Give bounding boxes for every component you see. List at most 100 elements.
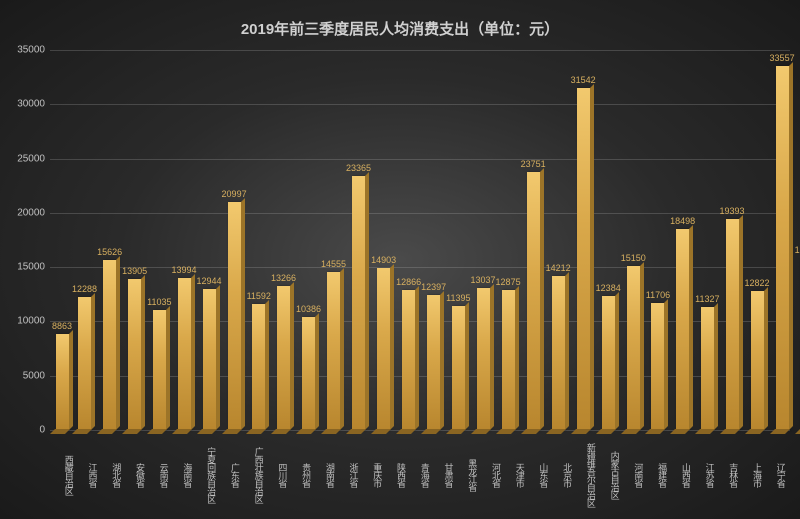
bar-rect: [577, 88, 590, 430]
bar: 23751: [521, 50, 546, 430]
x-tick-label: 湖北省: [99, 435, 123, 515]
bar: 12288: [72, 50, 97, 430]
bar-rect: [103, 260, 116, 430]
bar-value-label: 31542: [571, 75, 596, 85]
y-tick-label: 10000: [5, 316, 45, 327]
x-tick-label: 江西省: [76, 435, 100, 515]
x-tick-label: 山西省: [669, 435, 693, 515]
x-tick-label: 海南省: [171, 435, 195, 515]
bar-rect: [527, 172, 540, 430]
bar: 20997: [222, 50, 247, 430]
bar-value-label: 11035: [147, 297, 171, 307]
bar-rect: [776, 66, 789, 430]
x-tick-label: 云南省: [147, 435, 171, 515]
bar: 8863: [52, 50, 72, 430]
bar-value-label: 12384: [596, 283, 621, 293]
bar-rect: [352, 176, 365, 430]
bar-value-label: 13905: [122, 266, 147, 276]
bar: 12875: [496, 50, 521, 430]
x-tick-label: 湖南省: [313, 435, 337, 515]
x-tick-label: 广东省: [218, 435, 242, 515]
bar: 14555: [321, 50, 346, 430]
bar-value-label: 12288: [72, 284, 97, 294]
bars-container: 8863122881562613905110351399412944209971…: [50, 50, 790, 430]
bar-value-label: 10386: [296, 304, 321, 314]
x-tick-label: 上海市: [740, 435, 764, 515]
bar: 11035: [147, 50, 171, 430]
bar-rect: [203, 289, 216, 430]
y-tick-label: 20000: [5, 207, 45, 218]
x-tick-label: 甘肃省: [432, 435, 456, 515]
bar: 13037: [471, 50, 496, 430]
x-tick-label: 青海省: [408, 435, 432, 515]
x-tick-label: 天津市: [503, 435, 527, 515]
bar-rect: [502, 290, 515, 430]
x-tick-label: 浙江省: [337, 435, 361, 515]
bar-rect: [602, 296, 615, 430]
bar-value-label: 20997: [222, 189, 247, 199]
x-tick-label: 重庆市: [361, 435, 385, 515]
y-tick-label: 5000: [5, 370, 45, 381]
bar-value-label: 13994: [171, 265, 196, 275]
bar: 33557: [770, 50, 795, 430]
bar-rect: [56, 334, 69, 430]
bar: 15150: [621, 50, 646, 430]
bar: 12866: [396, 50, 421, 430]
bar: 10386: [296, 50, 321, 430]
x-tick-label: 江苏省: [693, 435, 717, 515]
bar-rect: [252, 304, 265, 430]
bar-rect: [701, 307, 714, 430]
bar: 31542: [571, 50, 596, 430]
bar-rect: [552, 276, 565, 430]
bar-rect: [726, 219, 739, 430]
y-tick-label: 25000: [5, 153, 45, 164]
x-tick-label: 山东省: [527, 435, 551, 515]
bar-value-label: 14212: [546, 263, 571, 273]
bar-value-label: 15150: [621, 253, 646, 263]
bar-value-label: 12822: [745, 278, 770, 288]
bar-value-label: 15886: [795, 245, 800, 255]
bar-rect: [302, 317, 315, 430]
bar: 12384: [596, 50, 621, 430]
bar-value-label: 13037: [471, 275, 496, 285]
bar-rect: [277, 286, 290, 430]
y-tick-label: 30000: [5, 99, 45, 110]
bar: 12822: [745, 50, 770, 430]
chart-title: 2019年前三季度居民人均消费支出（单位：元）: [0, 18, 800, 39]
bar-value-label: 14555: [321, 259, 346, 269]
plot-area: 05000100001500020000250003000035000 8863…: [50, 50, 790, 430]
x-tick-label: 西藏自治区: [52, 435, 76, 515]
bar-value-label: 8863: [52, 321, 72, 331]
bar: 12397: [421, 50, 446, 430]
bar-rect: [178, 278, 191, 430]
bar: 12944: [197, 50, 222, 430]
x-tick-label: 辽宁省: [764, 435, 788, 515]
x-tick-label: 福建省: [645, 435, 669, 515]
bar-value-label: 13266: [271, 273, 296, 283]
x-tick-label: 吉林省: [717, 435, 741, 515]
bar: 19393: [719, 50, 744, 430]
bar-rect: [452, 306, 465, 430]
bar-rect: [402, 290, 415, 430]
bar: 11395: [446, 50, 470, 430]
x-tick-label: 新疆维吾尔自治区: [574, 435, 598, 515]
bar-rect: [128, 279, 141, 430]
y-tick-label: 0: [5, 425, 45, 436]
bar-value-label: 23751: [521, 159, 546, 169]
bar: 11592: [247, 50, 271, 430]
x-tick-label: 北京市: [550, 435, 574, 515]
x-tick-label: 内蒙古自治区: [598, 435, 622, 515]
bar: 23365: [346, 50, 371, 430]
x-axis: 西藏自治区江西省湖北省安徽省云南省海南省宁夏回族自治区广东省广西壮族自治区四川省…: [50, 435, 790, 515]
x-tick-label: 陕西省: [384, 435, 408, 515]
x-tick-label: 广西壮族自治区: [242, 435, 266, 515]
bar-value-label: 33557: [770, 53, 795, 63]
x-tick-label: 河北省: [479, 435, 503, 515]
bar-value-label: 11395: [446, 293, 470, 303]
bar-value-label: 12875: [496, 277, 521, 287]
x-tick-label: 宁夏回族自治区: [194, 435, 218, 515]
bar: 14903: [371, 50, 396, 430]
x-tick-label: 黑龙江省: [455, 435, 479, 515]
bar: 13994: [171, 50, 196, 430]
bar-rect: [78, 297, 91, 430]
